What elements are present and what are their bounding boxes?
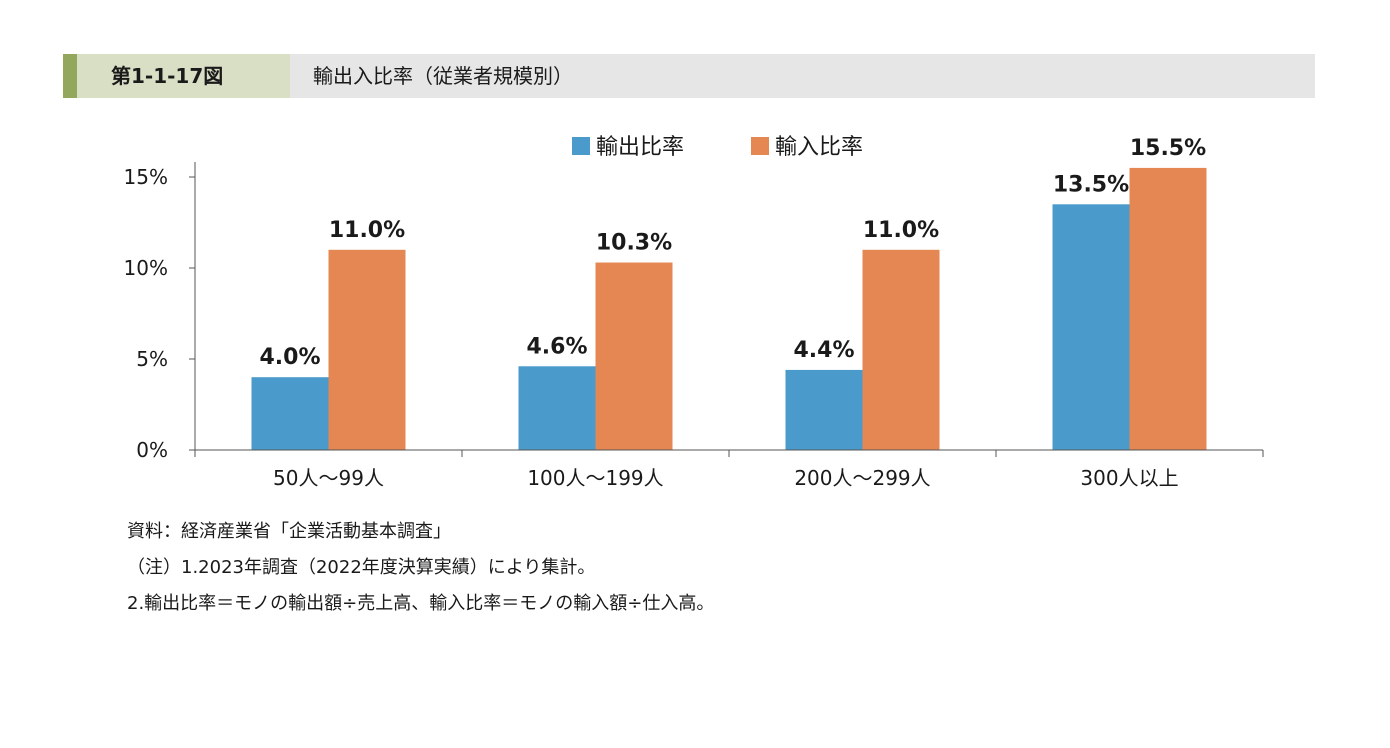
bar-import — [862, 249, 940, 450]
figure-header: 第1-1-17図 輸出入比率（従業者規模別） — [63, 54, 1315, 98]
value-label-import: 10.3% — [596, 231, 672, 256]
value-labels: 4.0% 4.6% 4.4% 13.5% 11.0% 10.3% 11.0% 1… — [259, 136, 1206, 370]
figure-number: 第1-1-17図 — [111, 64, 224, 88]
source-note: 資料：経済産業省「企業活動基本調査」 — [127, 521, 451, 542]
legend-label-import: 輸入比率 — [775, 135, 863, 160]
bars — [251, 167, 1207, 450]
value-label-export: 4.0% — [259, 345, 320, 370]
y-axis-ticks: 0% 5% 10% 15% — [124, 165, 168, 462]
bar-export — [251, 377, 329, 450]
figure-number-box — [77, 54, 290, 98]
value-label-import: 11.0% — [863, 218, 939, 243]
figure-title: 輸出入比率（従業者規模別） — [313, 64, 573, 88]
bar-export — [1052, 204, 1130, 450]
value-label-import: 11.0% — [329, 218, 405, 243]
x-category-label: 100人～199人 — [527, 466, 663, 490]
header-accent-bar — [63, 54, 77, 98]
y-tick-label: 10% — [124, 256, 168, 280]
x-category-label: 50人～99人 — [273, 466, 384, 490]
value-label-import: 15.5% — [1130, 136, 1206, 161]
legend-label-export: 輸出比率 — [596, 135, 684, 160]
bar-export — [785, 369, 863, 450]
note-1: （注）1.2023年調査（2022年度決算実績）により集計。 — [127, 557, 596, 578]
bar-import — [328, 249, 406, 450]
legend: 輸出比率 輸入比率 — [572, 135, 863, 160]
note-2: 2.輸出比率＝モノの輸出額÷売上高、輸入比率＝モノの輸入額÷仕入高。 — [127, 593, 715, 614]
y-tick-label: 5% — [136, 347, 168, 371]
axes — [189, 162, 1264, 457]
value-label-export: 4.4% — [793, 338, 854, 363]
x-axis-labels: 50人～99人 100人～199人 200人～299人 300人以上 — [273, 466, 1179, 490]
bar-export — [518, 366, 596, 450]
x-category-label: 200人～299人 — [794, 466, 930, 490]
notes: 資料：経済産業省「企業活動基本調査」 （注）1.2023年調査（2022年度決算… — [127, 518, 714, 626]
value-label-export: 13.5% — [1053, 172, 1129, 197]
legend-swatch-import — [751, 137, 769, 155]
bar-chart: 輸出比率 輸入比率 0% 5% 10% 15% 4.0% 4.6% 4.4% 1… — [124, 135, 1264, 490]
x-category-label: 300人以上 — [1080, 466, 1178, 490]
legend-swatch-export — [572, 137, 590, 155]
bar-import — [595, 262, 673, 450]
y-tick-label: 0% — [136, 438, 168, 462]
bar-import — [1129, 167, 1207, 450]
value-label-export: 4.6% — [526, 334, 587, 359]
y-tick-label: 15% — [124, 165, 168, 189]
